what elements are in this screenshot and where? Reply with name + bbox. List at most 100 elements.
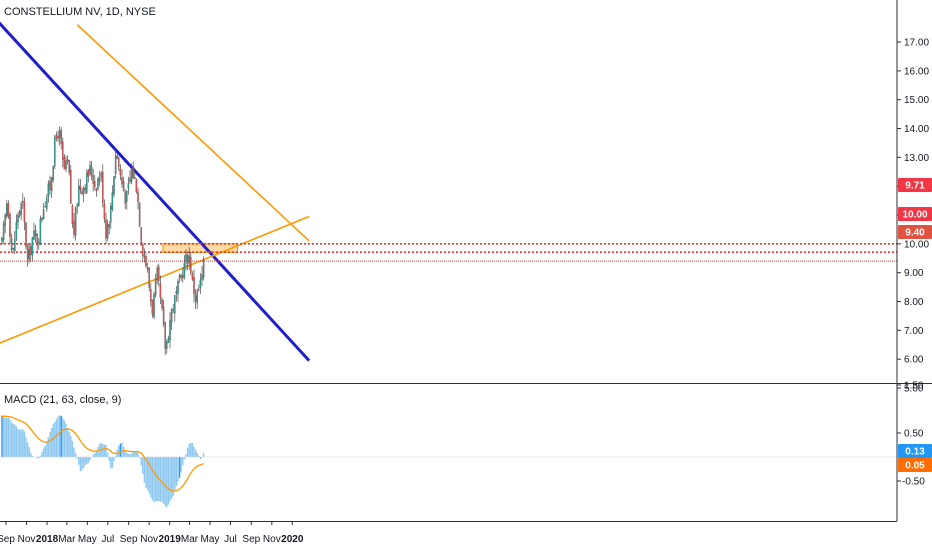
time-tick-label: Sep [0,534,15,545]
macd-tick-label: 0.50 [904,429,924,440]
candle-body [159,283,162,298]
price-label-9-71-bg [898,178,932,192]
candle-body [178,274,181,279]
candle-body [114,155,117,175]
candle-body [38,242,40,244]
candle-body [102,171,104,203]
price-tick-label: 6.00 [904,355,924,366]
candle-body [20,203,22,215]
price-tick-label: 15.00 [904,95,929,106]
macd-value-label-bg [898,444,932,458]
candle-body [127,183,130,189]
candle-body [198,288,200,291]
price-label-9-40-bg [898,225,932,239]
candle-body [130,168,133,182]
candle-body [113,176,115,195]
time-tick-label: Mar [181,534,199,545]
candle-body [190,257,192,274]
candle-body [28,249,30,261]
candle-body [31,237,34,256]
macd-signal-line [2,415,204,492]
candle-body [68,159,70,173]
time-tick-label: Nov [263,534,281,545]
candle-body [55,135,58,139]
candle-body [182,275,184,279]
price-tick-label: 13.00 [904,153,929,164]
candle-body [118,157,120,168]
candle-body [2,223,5,240]
candle-body [54,137,56,167]
candle-body [193,276,195,295]
candle-body [9,213,11,237]
candle-body [169,320,171,341]
candle-body [174,295,176,314]
candle-body [105,219,107,239]
candle-body [175,291,178,294]
candle-body [129,178,131,182]
signal-value-label: 0.05 [905,461,925,472]
candle-body [140,227,142,244]
candle-body [167,338,170,343]
candle-body [164,322,166,349]
candle-body [94,181,96,187]
candle-body [185,254,187,263]
candle-body [145,256,147,267]
candle-body [154,279,157,296]
time-tick-label: May [78,534,97,545]
candle-body [146,267,149,270]
candle-body [44,206,46,208]
chart-title: CONSTELLIUM NV, 1D, NYSE [4,6,156,18]
macd-tick-label: 1.50 [904,381,924,392]
candle-body [12,248,14,250]
candle-body [191,274,194,280]
candle-body [62,141,64,160]
candle-body [201,274,203,280]
price-tick-label: 5.00 [904,384,924,395]
horizontal-levels [0,243,897,262]
price-tick-label: 8.00 [904,297,924,308]
candle-body [36,234,38,246]
candle-body [170,309,173,323]
time-tick-label: 2018 [36,534,59,545]
price-label-9-40: 9.40 [905,228,925,239]
candle-body [6,204,8,217]
price-tick-label: 16.00 [904,66,929,77]
price-label-9-71: 9.71 [905,181,925,192]
candle-body [49,181,51,190]
candle-body [119,168,122,176]
time-tick-label: Nov [18,534,36,545]
time-tick-label: Sep [242,534,260,545]
price-tick-label: 9.00 [904,268,924,279]
candle-body [103,203,106,219]
candle-body [196,290,198,304]
candle-body [172,308,174,311]
candle-body [97,178,99,189]
candle-body [186,255,189,264]
candle-body [22,200,24,203]
macd-title: MACD (21, 63, close, 9) [4,394,122,406]
candle-body [142,244,144,256]
candle-body [60,130,62,145]
candle-body [177,280,179,294]
candle-body [166,341,168,349]
time-tick-label: Sep [120,534,138,545]
candle-body [138,202,141,227]
signal-value-label-bg [898,458,932,472]
candle-body [76,204,78,207]
time-tick-label: May [201,534,220,545]
candle-body [134,176,136,179]
candle-body [10,238,13,250]
time-tick-label: Nov [140,534,158,545]
candle-body [122,181,125,192]
candle-body [26,245,29,259]
candle-body [50,177,53,191]
candle-body [57,135,59,139]
candle-body [52,166,54,181]
candle-body [66,159,69,162]
candle-body [183,262,186,278]
trendline [76,24,310,242]
candle-body [7,202,10,217]
